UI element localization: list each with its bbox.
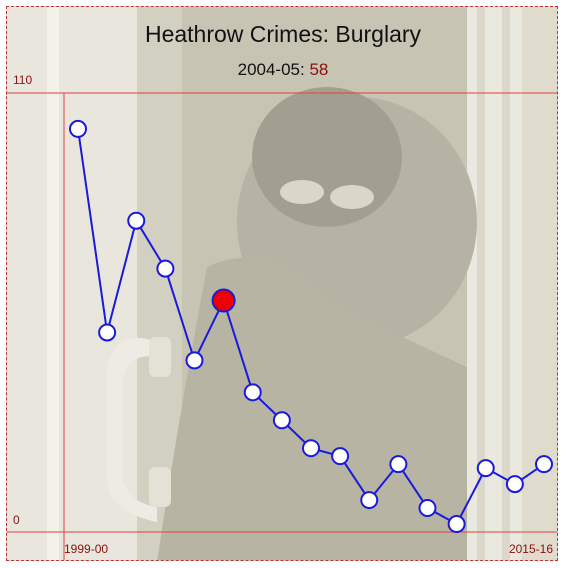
axes: 110 0 1999-00 2015-16	[7, 73, 557, 560]
data-point[interactable]	[156, 259, 175, 278]
background-photo	[7, 7, 557, 560]
data-point[interactable]	[476, 459, 495, 478]
data-point[interactable]	[185, 351, 204, 370]
y-max-label: 110	[13, 73, 32, 87]
chart-subtitle: 2004-05: 58	[238, 60, 329, 79]
series-burglary	[69, 119, 553, 534]
data-point[interactable]	[535, 455, 553, 474]
data-point[interactable]	[98, 323, 117, 342]
chart-svg: Heathrow Crimes: Burglary 2004-05: 58 11…	[7, 7, 557, 560]
highlight-label: 2004-05	[238, 60, 300, 79]
data-point-highlighted[interactable]	[211, 288, 236, 313]
chart-frame: Heathrow Crimes: Burglary 2004-05: 58 11…	[6, 6, 558, 561]
data-point[interactable]	[302, 439, 320, 458]
data-point[interactable]	[127, 211, 146, 230]
data-point[interactable]	[243, 383, 262, 402]
x-last-label: 2015-16	[509, 542, 553, 556]
y-min-label: 0	[13, 513, 20, 527]
highlight-value: 58	[309, 60, 328, 79]
x-first-label: 1999-00	[64, 542, 108, 556]
data-point[interactable]	[272, 411, 291, 430]
data-point[interactable]	[331, 447, 350, 466]
data-point[interactable]	[69, 119, 87, 138]
data-point[interactable]	[447, 515, 466, 534]
data-point[interactable]	[505, 475, 524, 494]
chart-title: Heathrow Crimes: Burglary	[145, 21, 422, 47]
data-point[interactable]	[418, 499, 437, 518]
data-point[interactable]	[389, 455, 408, 474]
data-point[interactable]	[360, 491, 379, 510]
